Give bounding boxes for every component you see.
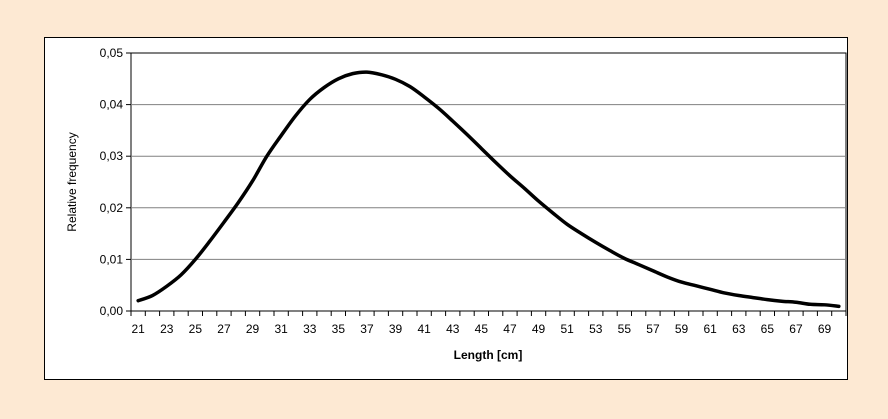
x-tick-label: 65 <box>761 322 775 336</box>
x-tick-label: 61 <box>703 322 717 336</box>
x-tick-label: 51 <box>560 322 574 336</box>
x-tick-label: 25 <box>189 322 203 336</box>
x-tick-label: 67 <box>789 322 803 336</box>
x-tick-label: 69 <box>818 322 832 336</box>
y-tick-label: 0,02 <box>100 201 124 215</box>
x-tick-label: 21 <box>131 322 145 336</box>
x-tick-label: 55 <box>618 322 632 336</box>
x-tick-label: 59 <box>675 322 689 336</box>
y-tick-label: 0,03 <box>100 149 124 163</box>
x-tick-label: 23 <box>160 322 174 336</box>
x-tick-label: 43 <box>446 322 460 336</box>
x-tick-label: 35 <box>332 322 346 336</box>
x-tick-label: 45 <box>475 322 489 336</box>
x-axis-ticks: 21 23 25 27 29 31 33 35 37 39 41 43 45 47 49 51 53 55 57 59… <box>130 311 847 336</box>
x-tick-label: 57 <box>646 322 660 336</box>
series-line <box>136 70 841 309</box>
x-tick-label: 47 <box>503 322 517 336</box>
x-tick-label: 33 <box>303 322 317 336</box>
x-tick-label: 63 <box>732 322 746 336</box>
x-tick-label: 39 <box>389 322 403 336</box>
y-axis-title: Relative frequency <box>65 132 79 231</box>
plot-area <box>130 52 847 312</box>
x-tick-label: 49 <box>532 322 546 336</box>
x-tick-label: 37 <box>360 322 374 336</box>
x-tick-label: 53 <box>589 322 603 336</box>
x-tick-label: 29 <box>246 322 260 336</box>
y-tick-label: 0,04 <box>100 98 124 112</box>
y-tick-label: 0,01 <box>100 252 124 266</box>
x-tick-label: 41 <box>417 322 431 336</box>
y-axis-ticks: 0,00 0,01 0,02 0,03 0,04 0,05 <box>100 46 131 318</box>
x-tick-label: 31 <box>274 322 288 336</box>
x-tick-label: 27 <box>217 322 231 336</box>
y-tick-label: 0,05 <box>100 46 124 60</box>
x-axis-title: Length [cm] <box>454 348 523 362</box>
series-layer <box>136 70 841 309</box>
y-tick-label: 0,00 <box>100 304 124 318</box>
